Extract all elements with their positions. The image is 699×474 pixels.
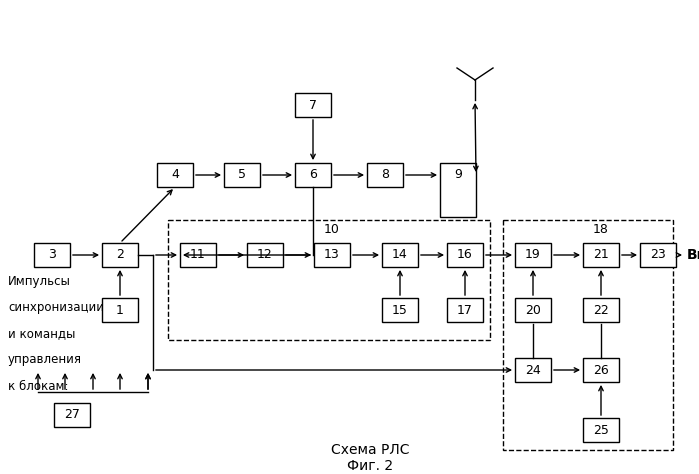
Text: 7: 7 [309, 99, 317, 111]
Bar [54, 403, 90, 427]
Text: 23: 23 [650, 248, 666, 262]
Text: синхронизации: синхронизации [8, 301, 104, 315]
Bar [224, 163, 260, 187]
Text: 1: 1 [116, 303, 124, 317]
Text: Импульсы: Импульсы [8, 275, 71, 289]
Bar [180, 243, 216, 267]
Text: 6: 6 [309, 168, 317, 182]
Bar [247, 243, 283, 267]
Text: 18: 18 [593, 222, 609, 236]
Bar [583, 418, 619, 442]
Text: 21: 21 [593, 248, 609, 262]
Bar [102, 243, 138, 267]
Text: 15: 15 [392, 303, 408, 317]
Text: Схема РЛС: Схема РЛС [331, 443, 409, 457]
Bar [34, 243, 70, 267]
Text: 14: 14 [392, 248, 408, 262]
Text: 13: 13 [324, 248, 340, 262]
Bar [583, 298, 619, 322]
Bar [503, 220, 673, 450]
Text: к блокам:: к блокам: [8, 380, 69, 392]
Text: 20: 20 [525, 303, 541, 317]
Text: Вых: Вых [687, 248, 699, 262]
Text: 16: 16 [457, 248, 473, 262]
Bar [168, 220, 490, 340]
Bar [440, 163, 476, 217]
Text: 3: 3 [48, 248, 56, 262]
Bar [583, 358, 619, 382]
Text: 24: 24 [525, 364, 541, 376]
Text: 12: 12 [257, 248, 273, 262]
Bar [447, 298, 483, 322]
Bar [447, 243, 483, 267]
Text: 22: 22 [593, 303, 609, 317]
Text: 8: 8 [381, 168, 389, 182]
Bar [382, 298, 418, 322]
Text: 26: 26 [593, 364, 609, 376]
Bar [583, 243, 619, 267]
Text: 27: 27 [64, 409, 80, 421]
Bar [515, 298, 551, 322]
Text: 25: 25 [593, 423, 609, 437]
Text: 5: 5 [238, 168, 246, 182]
Bar [382, 243, 418, 267]
Bar [295, 93, 331, 117]
Bar [515, 243, 551, 267]
Bar [367, 163, 403, 187]
Text: Фиг. 2: Фиг. 2 [347, 459, 393, 473]
Text: 19: 19 [525, 248, 541, 262]
Text: 10: 10 [324, 222, 340, 236]
Bar [314, 243, 350, 267]
Text: управления: управления [8, 354, 82, 366]
Text: 9: 9 [454, 168, 462, 182]
Text: 2: 2 [116, 248, 124, 262]
Bar [157, 163, 193, 187]
Bar [295, 163, 331, 187]
Text: 4: 4 [171, 168, 179, 182]
Bar [515, 358, 551, 382]
Text: 17: 17 [457, 303, 473, 317]
Bar [640, 243, 676, 267]
Text: и команды: и команды [8, 328, 75, 340]
Text: 11: 11 [190, 248, 206, 262]
Bar [102, 298, 138, 322]
